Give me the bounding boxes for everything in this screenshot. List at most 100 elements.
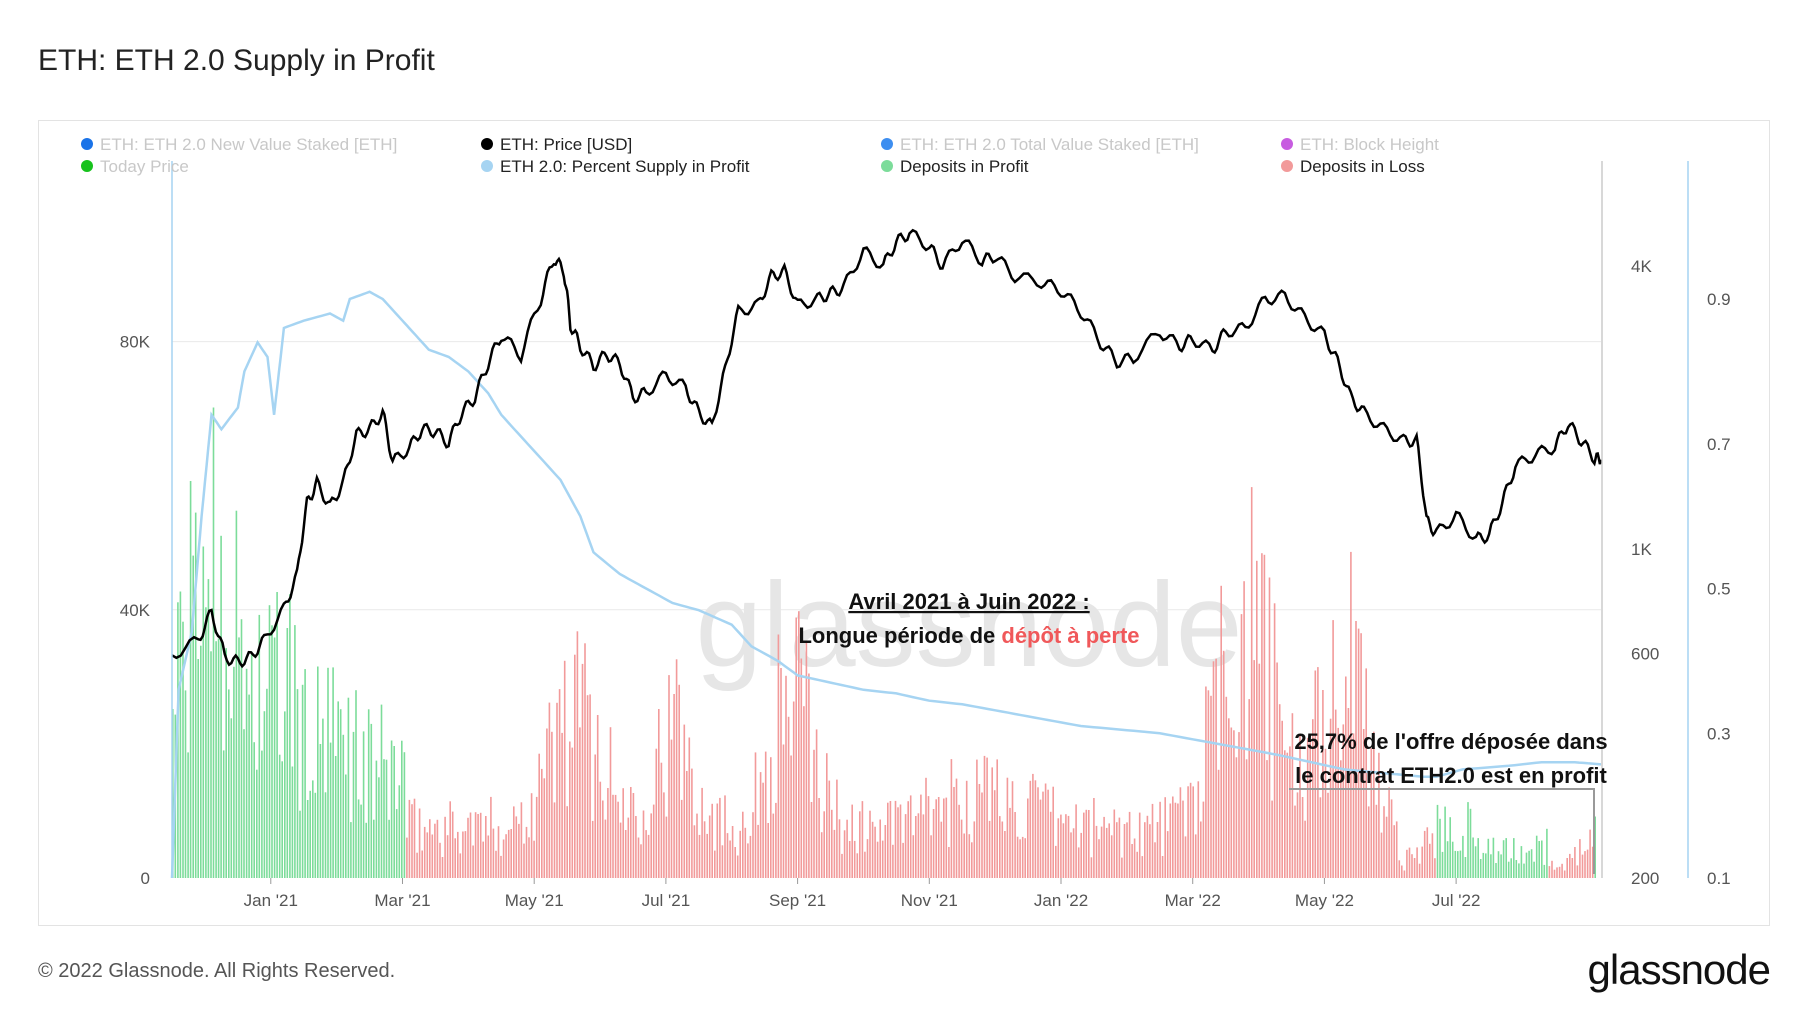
bar-deposit-loss bbox=[859, 811, 861, 878]
bar-deposit-loss bbox=[1273, 603, 1276, 878]
bar-deposit-profit bbox=[1515, 860, 1518, 878]
bar-deposit-profit bbox=[217, 638, 220, 878]
bar-deposit-loss bbox=[507, 829, 510, 878]
bar-deposit-loss bbox=[856, 853, 859, 878]
bar-deposit-loss bbox=[879, 819, 881, 878]
bar-deposit-loss bbox=[1309, 736, 1311, 878]
bar-deposit-profit bbox=[317, 666, 319, 878]
bar-deposit-loss bbox=[874, 826, 876, 878]
bar-deposit-profit bbox=[319, 744, 322, 878]
y-left-tick: 40K bbox=[120, 601, 151, 620]
bar-deposit-loss bbox=[464, 831, 467, 878]
x-tick-label: Jan '22 bbox=[1034, 891, 1088, 910]
y-percent-tick: 0.7 bbox=[1707, 435, 1731, 454]
bar-deposit-loss bbox=[530, 793, 533, 878]
bar-deposit-loss bbox=[1049, 811, 1052, 878]
bar-deposit-loss bbox=[915, 816, 917, 878]
bar-deposit-loss bbox=[828, 780, 831, 878]
bar-deposit-loss bbox=[584, 643, 586, 878]
legend-label: ETH: ETH 2.0 New Value Staked [ETH] bbox=[100, 135, 397, 154]
bar-deposit-loss bbox=[912, 835, 915, 878]
bar-deposit-loss bbox=[553, 802, 556, 878]
bar-deposit-loss bbox=[485, 816, 487, 878]
bar-deposit-profit bbox=[291, 766, 294, 878]
bar-deposit-loss bbox=[968, 834, 971, 878]
bar-deposit-loss bbox=[1250, 487, 1253, 878]
bar-deposit-profit bbox=[306, 800, 309, 878]
bar-deposit-profit bbox=[281, 761, 283, 878]
legend-label: Deposits in Loss bbox=[1300, 157, 1425, 176]
bar-deposit-loss bbox=[747, 843, 749, 878]
bar-deposit-loss bbox=[1205, 686, 1207, 878]
bar-deposit-loss bbox=[820, 832, 823, 878]
bar-deposit-loss bbox=[864, 851, 866, 878]
bar-deposit-loss bbox=[1235, 757, 1238, 878]
bar-deposit-loss bbox=[1383, 806, 1385, 878]
x-tick-label: Mar '22 bbox=[1165, 891, 1221, 910]
bar-deposit-loss bbox=[1044, 783, 1047, 878]
bar-deposit-loss bbox=[678, 684, 680, 878]
bar-deposit-profit bbox=[1479, 859, 1482, 878]
bar-deposit-profit bbox=[395, 809, 398, 878]
bar-deposit-loss bbox=[757, 824, 759, 878]
bar-deposit-loss bbox=[686, 771, 688, 878]
bar-deposit-loss bbox=[1228, 718, 1230, 878]
bar-deposit-loss bbox=[1001, 821, 1004, 878]
bar-deposit-loss bbox=[851, 804, 853, 878]
bar-deposit-loss bbox=[922, 814, 925, 878]
bar-deposit-loss bbox=[520, 802, 523, 878]
bar-deposit-loss bbox=[838, 819, 841, 878]
bar-deposit-loss bbox=[1131, 844, 1133, 878]
bar-deposit-loss bbox=[1571, 858, 1574, 878]
bar-deposit-loss bbox=[1380, 832, 1383, 878]
bar-deposit-loss bbox=[543, 778, 546, 878]
bar-deposit-loss bbox=[958, 804, 960, 878]
bar-deposit-loss bbox=[1090, 857, 1093, 878]
bar-deposit-loss bbox=[1350, 551, 1352, 878]
bar-deposit-loss bbox=[1304, 820, 1306, 878]
bar-deposit-loss bbox=[1581, 854, 1584, 878]
bar-deposit-loss bbox=[645, 830, 647, 878]
bar-deposit-loss bbox=[1373, 731, 1375, 878]
bar-deposit-profit bbox=[1457, 851, 1459, 878]
bar-deposit-loss bbox=[724, 795, 726, 878]
bar-deposit-loss bbox=[1095, 825, 1098, 878]
bar-deposit-loss bbox=[981, 792, 983, 878]
bar-deposit-loss bbox=[698, 834, 701, 878]
bar-deposit-loss bbox=[1306, 737, 1309, 878]
bar-deposit-loss bbox=[940, 821, 943, 878]
bar-deposit-loss bbox=[706, 833, 708, 878]
legend-label: Deposits in Profit bbox=[900, 157, 1029, 176]
bar-deposit-loss bbox=[533, 840, 535, 878]
bar-deposit-profit bbox=[235, 510, 238, 878]
bar-deposit-profit bbox=[378, 777, 380, 878]
bar-deposit-loss bbox=[752, 812, 754, 878]
bar-deposit-loss bbox=[930, 835, 932, 878]
bar-deposit-profit bbox=[327, 667, 329, 878]
bar-deposit-profit bbox=[312, 780, 314, 878]
bar-deposit-loss bbox=[1271, 800, 1273, 878]
bar-deposit-profit bbox=[367, 709, 370, 878]
bar-deposit-loss bbox=[721, 845, 724, 878]
bar-deposit-loss bbox=[1296, 792, 1299, 878]
bar-deposit-loss bbox=[1347, 708, 1350, 878]
bar-deposit-loss bbox=[978, 784, 981, 878]
x-tick-label: Jul '21 bbox=[642, 891, 691, 910]
bar-deposit-loss bbox=[599, 781, 602, 878]
bar-deposit-loss bbox=[1065, 814, 1067, 878]
bar-deposit-profit bbox=[230, 718, 233, 878]
bar-deposit-loss bbox=[647, 834, 650, 878]
legend-label: ETH 2.0: Percent Supply in Profit bbox=[500, 157, 750, 176]
bar-deposit-loss bbox=[1154, 842, 1156, 878]
legend-marker bbox=[81, 138, 93, 150]
bar-deposit-loss bbox=[1070, 832, 1072, 878]
bar-deposit-profit bbox=[383, 759, 385, 878]
bar-deposit-loss bbox=[1312, 719, 1314, 878]
bar-deposit-loss bbox=[1416, 847, 1418, 878]
bar-deposit-profit bbox=[329, 742, 332, 878]
bar-deposit-loss bbox=[1172, 796, 1174, 878]
bar-deposit-loss bbox=[861, 801, 864, 878]
bar-deposit-loss bbox=[594, 754, 596, 878]
bar-deposit-loss bbox=[1278, 704, 1281, 878]
bar-deposit-profit bbox=[212, 407, 215, 878]
